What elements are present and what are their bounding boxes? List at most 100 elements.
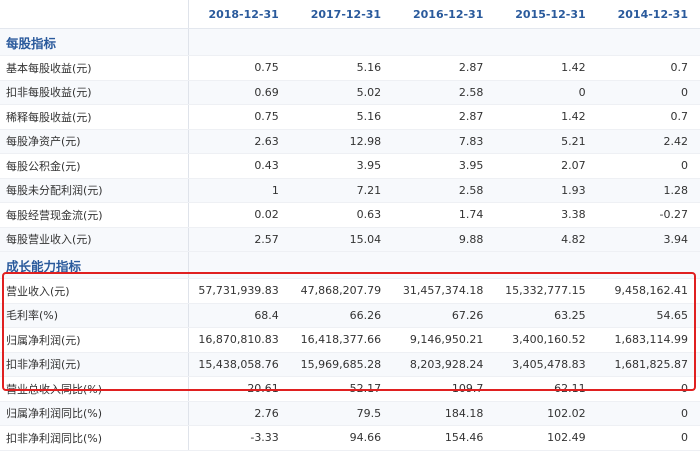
cell-value: 1,683,114.99 (597, 327, 700, 353)
section-header: 成长能力指标 (0, 251, 700, 279)
cell-value: 0.75 (188, 55, 291, 81)
cell-value: 2.87 (393, 55, 496, 81)
row-label: 每股净资产(元) (0, 129, 190, 154)
column-header[interactable]: 2016-12-31 (393, 0, 496, 29)
cell-value: 1.93 (495, 178, 598, 203)
cell-value: 1.42 (495, 104, 598, 130)
cell-value: 3.38 (495, 202, 598, 228)
row-label: 营业收入(元) (0, 278, 190, 304)
cell-value: 9,458,162.41 (597, 278, 700, 304)
row-label: 每股公积金(元) (0, 153, 190, 179)
cell-value: 7.21 (290, 178, 394, 203)
row-label: 毛利率(%) (0, 303, 190, 328)
cell-value: 5.02 (290, 80, 394, 105)
cell-value: 9,146,950.21 (393, 327, 496, 353)
table-row: 每股营业收入(元) 2.57 15.04 9.88 4.82 3.94 (0, 227, 700, 252)
cell-value: 2.42 (597, 129, 700, 154)
cell-value: 3,400,160.52 (495, 327, 598, 353)
cell-value: 0 (597, 401, 700, 426)
column-header[interactable]: 2015-12-31 (495, 0, 598, 29)
row-label: 稀释每股收益(元) (0, 104, 190, 130)
cell-value: 54.65 (597, 303, 700, 328)
table-row: 基本每股收益(元) 0.75 5.16 2.87 1.42 0.7 (0, 55, 700, 81)
cell-value: 3.95 (393, 153, 496, 179)
cell-value: 0.75 (188, 104, 291, 130)
table-row: 归属净利润同比(%) 2.76 79.5 184.18 102.02 0 (0, 401, 700, 426)
section-header: 每股指标 (0, 28, 700, 56)
cell-value: 66.26 (290, 303, 394, 328)
cell-value: 67.26 (393, 303, 496, 328)
cell-value: 1 (188, 178, 291, 203)
cell-value: 0.69 (188, 80, 291, 105)
cell-value: 102.49 (495, 425, 598, 451)
column-header[interactable]: 2014-12-31 (597, 0, 700, 29)
section-title: 成长能力指标 (0, 251, 190, 279)
row-label: 每股营业收入(元) (0, 227, 190, 252)
table-row: 每股未分配利润(元) 1 7.21 2.58 1.93 1.28 (0, 178, 700, 203)
cell-value: 1.28 (597, 178, 700, 203)
table-row: 扣非净利润(元) 15,438,058.76 15,969,685.28 8,203,… (0, 352, 700, 377)
cell-value: 94.66 (290, 425, 394, 451)
cell-value: 184.18 (393, 401, 496, 426)
cell-value: 2.58 (393, 80, 496, 105)
cell-value: 15,969,685.28 (290, 352, 394, 377)
table-row: 营业收入(元) 57,731,939.83 47,868,207.79 31,457,… (0, 278, 700, 304)
row-label: 基本每股收益(元) (0, 55, 190, 81)
section-filler (188, 28, 700, 56)
row-label: 归属净利润同比(%) (0, 401, 190, 426)
row-label: 归属净利润(元) (0, 327, 190, 353)
cell-value: 2.87 (393, 104, 496, 130)
table-row: 每股公积金(元) 0.43 3.95 3.95 2.07 0 (0, 153, 700, 179)
cell-value: 5.16 (290, 55, 394, 81)
table-row: 扣非每股收益(元) 0.69 5.02 2.58 0 0 (0, 80, 700, 105)
cell-value: 9.88 (393, 227, 496, 252)
table-row: 每股经营现金流(元) 0.02 0.63 1.74 3.38 -0.27 (0, 202, 700, 228)
cell-value: 154.46 (393, 425, 496, 451)
row-label: 扣非净利润同比(%) (0, 425, 190, 451)
cell-value: 0 (597, 80, 700, 105)
table-row: 稀释每股收益(元) 0.75 5.16 2.87 1.42 0.7 (0, 104, 700, 130)
cell-value: 1.74 (393, 202, 496, 228)
cell-value: 8,203,928.24 (393, 352, 496, 377)
cell-value: 0 (495, 80, 598, 105)
row-label: 扣非净利润(元) (0, 352, 190, 377)
cell-value: 0 (597, 153, 700, 179)
cell-value: 5.21 (495, 129, 598, 154)
cell-value: 79.5 (290, 401, 394, 426)
table-row: 归属净利润(元) 16,870,810.83 16,418,377.66 9,146,… (0, 327, 700, 353)
cell-value: 47,868,207.79 (290, 278, 394, 304)
header-corner (0, 0, 190, 29)
section-title: 每股指标 (0, 28, 190, 56)
row-label: 每股经营现金流(元) (0, 202, 190, 228)
cell-value: 1,681,825.87 (597, 352, 700, 377)
cell-value: 0.7 (597, 104, 700, 130)
cell-value: 109.7 (393, 376, 496, 402)
cell-value: 15,332,777.15 (495, 278, 598, 304)
cell-value: 15.04 (290, 227, 394, 252)
cell-value: 68.4 (188, 303, 291, 328)
cell-value: 2.58 (393, 178, 496, 203)
cell-value: 12.98 (290, 129, 394, 154)
cell-value: 63.25 (495, 303, 598, 328)
column-header[interactable]: 2017-12-31 (290, 0, 394, 29)
cell-value: 52.17 (290, 376, 394, 402)
cell-value: -0.27 (597, 202, 700, 228)
cell-value: 2.63 (188, 129, 291, 154)
row-label: 营业总收入同比(%) (0, 376, 190, 402)
row-label: 每股未分配利润(元) (0, 178, 190, 203)
cell-value: 62.11 (495, 376, 598, 402)
cell-value: 31,457,374.18 (393, 278, 496, 304)
header-row: 2018-12-31 2017-12-31 2016-12-31 2015-12… (0, 0, 700, 29)
cell-value: 7.83 (393, 129, 496, 154)
table-row: 扣非净利润同比(%) -3.33 94.66 154.46 102.49 0 (0, 425, 700, 451)
cell-value: 2.07 (495, 153, 598, 179)
table-row: 营业总收入同比(%) 20.61 52.17 109.7 62.11 0 (0, 376, 700, 402)
table-row: 毛利率(%) 68.4 66.26 67.26 63.25 54.65 (0, 303, 700, 328)
column-header[interactable]: 2018-12-31 (188, 0, 291, 29)
cell-value: 20.61 (188, 376, 291, 402)
cell-value: 16,870,810.83 (188, 327, 291, 353)
cell-value: 3.95 (290, 153, 394, 179)
cell-value: 57,731,939.83 (188, 278, 291, 304)
cell-value: 0 (597, 425, 700, 451)
